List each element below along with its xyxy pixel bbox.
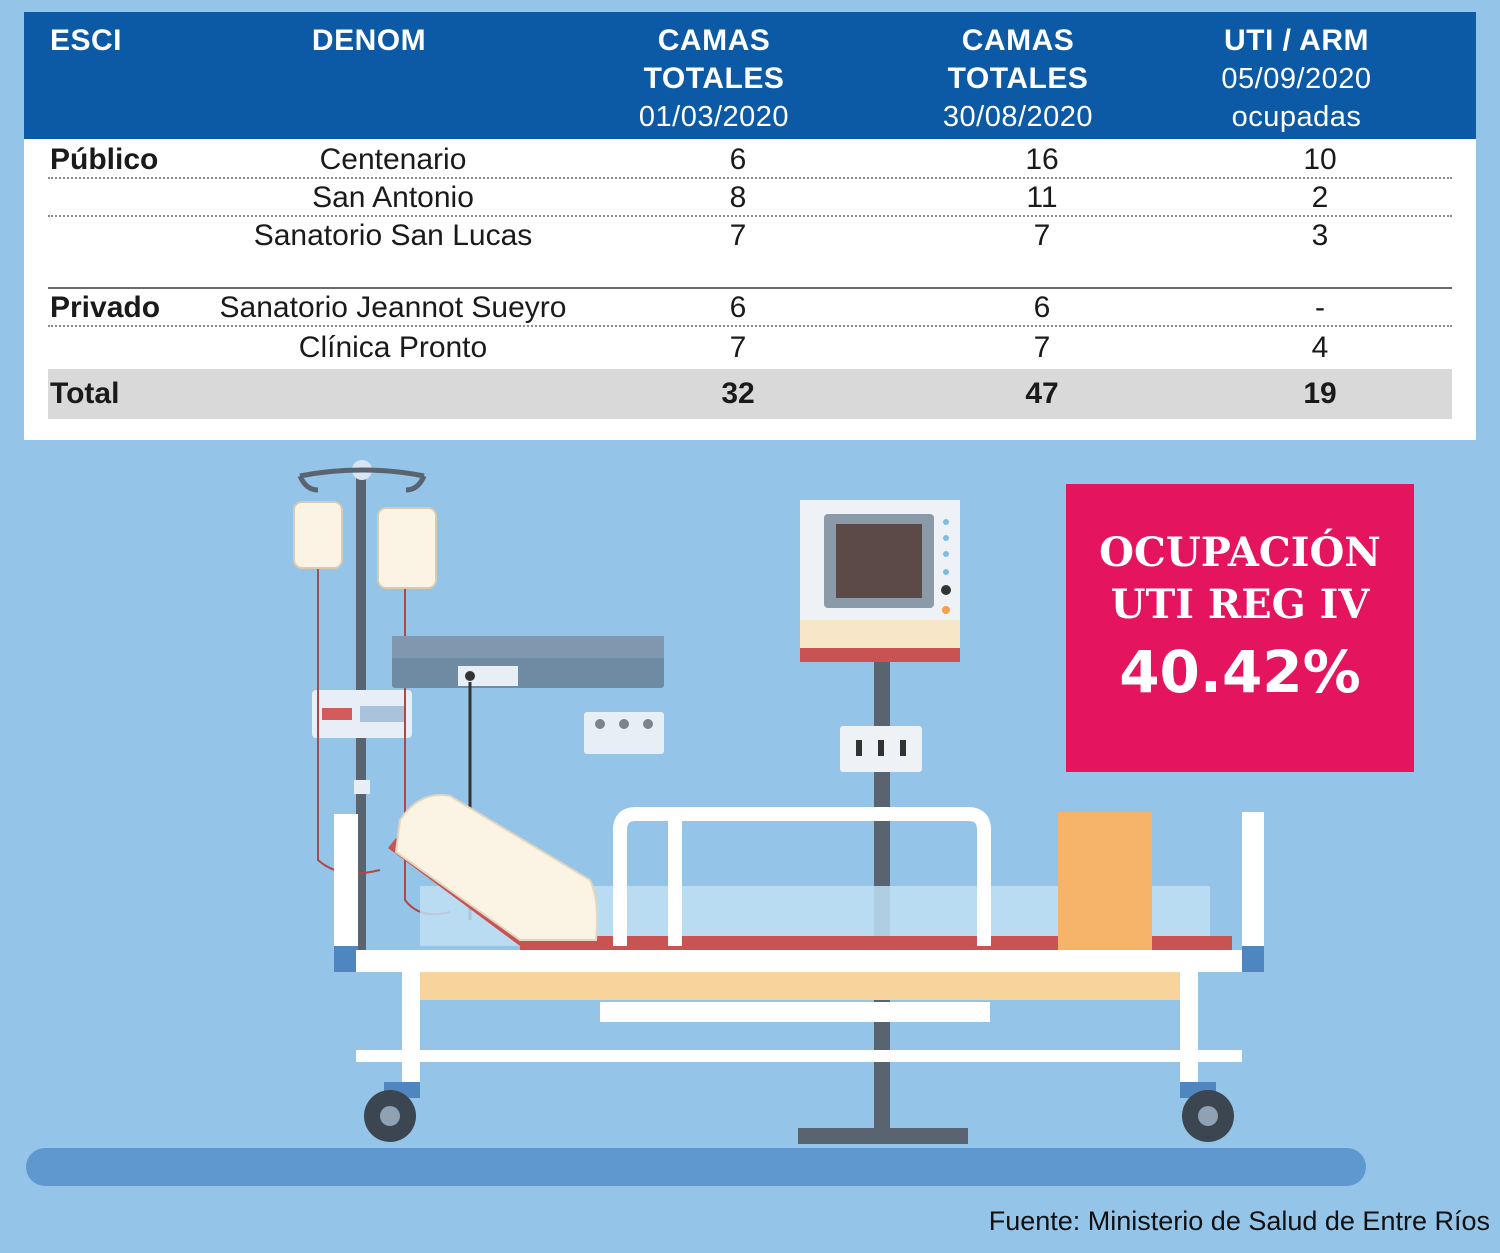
cell-uti-ocupadas: 10	[1303, 143, 1337, 176]
cell-denom: Clínica Pronto	[298, 331, 488, 364]
iv-bag-icon	[293, 501, 437, 589]
monitor-icon	[798, 500, 968, 1144]
badge-line-2: UTI REG IV	[1110, 581, 1370, 628]
cell-denom: San Antonio	[312, 181, 474, 214]
table-header: ESCI DENOM CAMAS TOTALES 01/03/2020 CAMA…	[24, 12, 1476, 139]
cell-camas-3008: 16	[1025, 143, 1059, 176]
wheel-icon	[364, 1082, 1234, 1142]
header-col2-date: 30/08/2020	[942, 101, 1094, 133]
iv-stand-icon	[297, 460, 451, 950]
cell-denom: Sanatorio Jeannot Sueyro	[219, 291, 567, 324]
cell-camas-3008: 11	[1026, 181, 1058, 214]
header-col3-title: UTI / ARM	[1223, 24, 1370, 57]
header-col1-title: CAMAS TOTALES	[643, 24, 785, 95]
header-col1-date: 01/03/2020	[638, 101, 790, 133]
cell-camas-0103: 6	[729, 291, 747, 324]
header-col3-sub: ocupadas	[1231, 101, 1362, 133]
pillow-icon	[394, 794, 599, 941]
cell-uti-ocupadas: -	[1315, 291, 1325, 324]
table-total-row: Total 32 47 19	[48, 369, 1452, 419]
cell-denom: Centenario	[319, 143, 467, 176]
floor-icon	[26, 1148, 1366, 1186]
header-col3-date: 05/09/2020	[1221, 63, 1372, 95]
cell-uti-ocupadas: 3	[1311, 219, 1329, 252]
hospital-bed-illustration	[26, 460, 1366, 1186]
cell-camas-3008: 7	[1033, 219, 1051, 252]
cell-camas-0103: 6	[729, 143, 747, 176]
cell-esci: Privado	[50, 291, 161, 324]
table-row: Privado Sanatorio Jeannot Sueyro 6 6 -	[48, 289, 1452, 327]
cell-total-uti: 19	[1303, 377, 1337, 410]
cabinet-icon	[1058, 812, 1152, 950]
table-row: Público Centenario 6 16 10	[48, 141, 1452, 179]
header-camas-totales-2: CAMAS TOTALES 30/08/2020	[888, 22, 1148, 136]
cell-camas-0103: 7	[729, 331, 747, 364]
badge-percentage: 40.42%	[1119, 638, 1361, 706]
table-row: Clínica Pronto 7 7 4	[48, 329, 1452, 367]
source-note: Fuente: Ministerio de Salud de Entre Río…	[988, 1206, 1490, 1236]
table-body: Público Centenario 6 16 10 San Antonio 8…	[48, 139, 1452, 429]
header-camas-totales-1: CAMAS TOTALES 01/03/2020	[584, 22, 844, 136]
badge-line-1: OCUPACIÓN	[1099, 529, 1381, 576]
cell-esci: Público	[50, 143, 159, 176]
cell-total-label: Total	[50, 377, 120, 410]
cell-total-camas-3008: 47	[1025, 377, 1059, 410]
cell-total-camas-0103: 32	[721, 377, 755, 410]
header-col2-title: CAMAS TOTALES	[947, 24, 1089, 95]
cell-camas-0103: 7	[729, 219, 747, 252]
medical-panel-icon	[392, 636, 664, 920]
table-row: Sanatorio San Lucas 7 7 3	[48, 217, 1452, 289]
cell-camas-3008: 6	[1033, 291, 1051, 324]
table-row: San Antonio 8 11 2	[48, 179, 1452, 217]
header-denom: DENOM	[311, 24, 427, 57]
header-uti-arm: UTI / ARM 05/09/2020 ocupadas	[1184, 22, 1409, 136]
occupancy-badge: OCUPACIÓN UTI REG IV 40.42%	[1066, 484, 1414, 772]
cell-denom: Sanatorio San Lucas	[253, 219, 533, 252]
header-esci: ESCI	[50, 24, 123, 57]
cell-uti-ocupadas: 2	[1311, 181, 1329, 214]
group-divider	[48, 287, 1452, 289]
cell-uti-ocupadas: 4	[1311, 331, 1329, 364]
cell-camas-3008: 7	[1033, 331, 1051, 364]
data-table-card: ESCI DENOM CAMAS TOTALES 01/03/2020 CAMA…	[24, 12, 1476, 440]
cell-camas-0103: 8	[729, 181, 747, 214]
